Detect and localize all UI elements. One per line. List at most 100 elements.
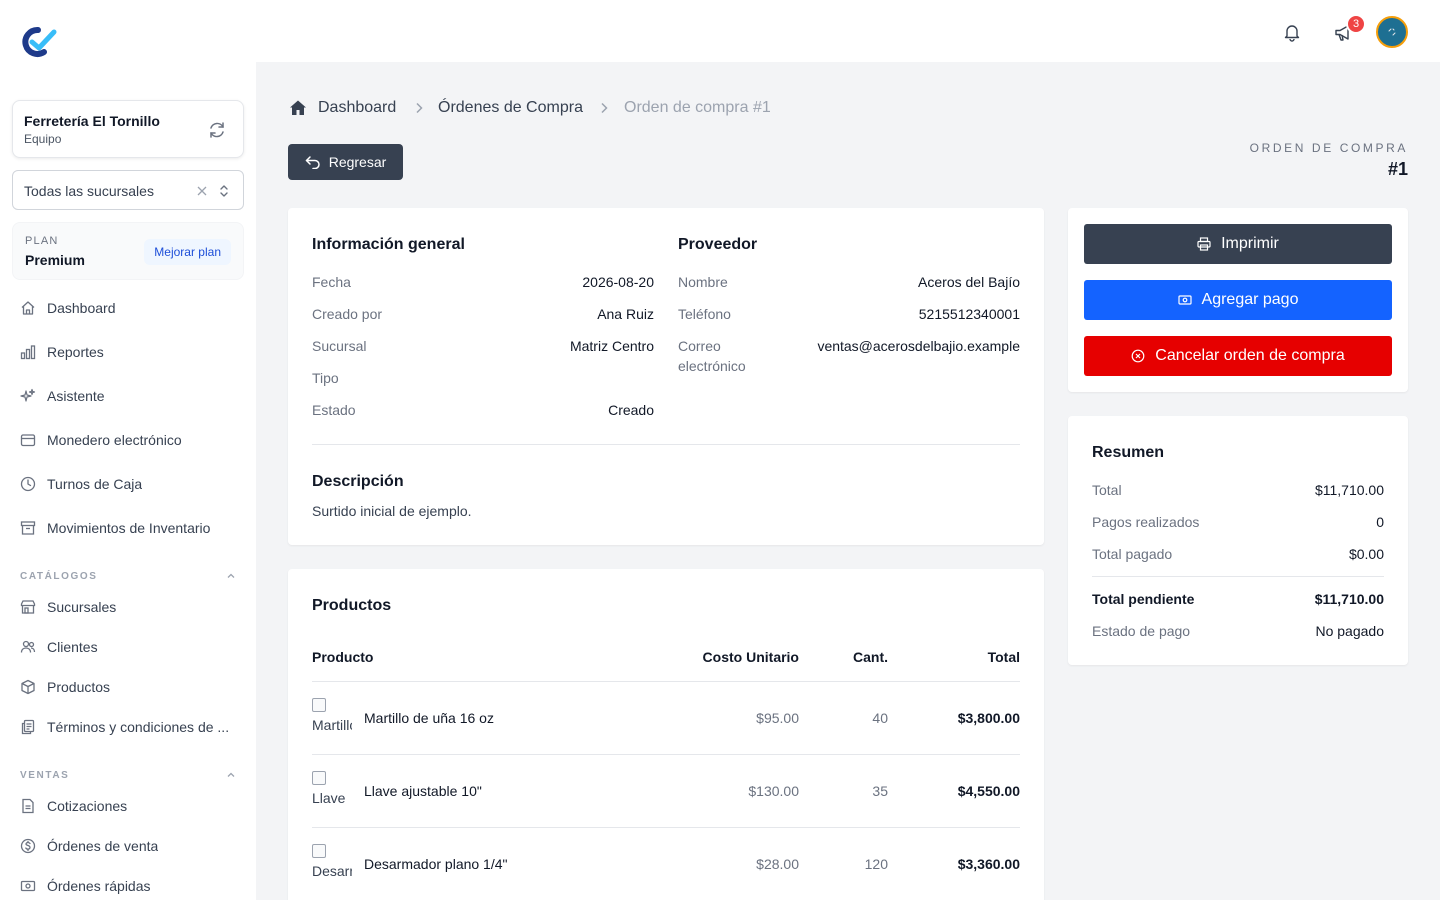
sidebar-item-label: Órdenes rápidas <box>47 878 151 894</box>
sidebar-item-cash-shifts[interactable]: Turnos de Caja <box>20 474 240 494</box>
chevron-right-icon <box>414 102 424 114</box>
plan-name: Premium <box>25 252 85 268</box>
summary-label-pending: Total pendiente <box>1092 591 1195 607</box>
breadcrumb-dashboard[interactable]: Dashboard <box>318 99 397 116</box>
chevron-up-icon[interactable] <box>226 571 236 581</box>
chevron-up-down-icon[interactable] <box>217 183 231 199</box>
megaphone-icon[interactable] <box>1334 24 1354 42</box>
column-header-qty: Cant. <box>853 649 888 665</box>
sidebar-item-label: Cotizaciones <box>47 798 128 814</box>
sidebar-item-wallet[interactable]: Monedero electrónico <box>20 430 240 450</box>
summary-value-paid: $0.00 <box>1348 546 1384 562</box>
info-label-status: Estado <box>312 402 356 418</box>
divider <box>312 754 1020 755</box>
breadcrumb-current: Orden de compra #1 <box>624 99 771 116</box>
product-image-alt: Martillo <box>312 717 352 732</box>
chevron-right-icon <box>599 102 609 114</box>
summary-value-payments: 0 <box>1376 514 1384 530</box>
broken-image-icon <box>312 698 326 712</box>
description-text: Surtido inicial de ejemplo. <box>312 503 472 519</box>
sidebar-item-branches[interactable]: Sucursales <box>20 597 240 617</box>
chevron-up-icon[interactable] <box>226 770 236 780</box>
supplier-label-phone: Teléfono <box>678 306 731 322</box>
document-duplicate-icon <box>20 719 36 735</box>
divider <box>312 827 1020 828</box>
sidebar-item-quotes[interactable]: Cotizaciones <box>20 796 240 816</box>
info-label-created-by: Creado por <box>312 306 383 322</box>
info-label-date: Fecha <box>312 274 351 290</box>
sidebar-item-label: Términos y condiciones de ... <box>47 719 230 735</box>
sidebar-section-sales[interactable]: VENTAS <box>20 768 236 782</box>
upgrade-plan-button[interactable]: Mejorar plan <box>144 239 231 265</box>
info-label-type: Tipo <box>312 370 339 386</box>
product-total: $3,800.00 <box>957 710 1020 726</box>
actions-card: Imprimir Agregar pago Cancelar orden de … <box>1068 208 1408 392</box>
sidebar-item-terms[interactable]: Términos y condiciones de ... <box>20 717 240 737</box>
sidebar-item-inventory-movements[interactable]: Movimientos de Inventario <box>20 518 240 538</box>
sidebar-item-products[interactable]: Productos <box>20 677 240 697</box>
sidebar-item-clients[interactable]: Clientes <box>20 637 240 657</box>
info-label-branch: Sucursal <box>312 338 367 354</box>
sidebar-section-catalogs[interactable]: CATÁLOGOS <box>20 569 236 583</box>
back-button[interactable]: Regresar <box>288 144 403 180</box>
product-unit-cost: $130.00 <box>748 783 799 799</box>
sidebar-item-label: Turnos de Caja <box>47 476 143 492</box>
add-payment-button-label: Agregar pago <box>1201 291 1299 308</box>
supplier-label-email: Correo electrónico <box>678 338 746 374</box>
avatar[interactable] <box>1376 16 1408 48</box>
supplier-value-name: Aceros del Bajío <box>918 274 1020 290</box>
broken-image-icon <box>312 771 326 785</box>
supplier-value-phone: 5215512340001 <box>918 306 1020 322</box>
product-qty: 120 <box>864 856 888 872</box>
product-unit-cost: $28.00 <box>756 856 799 872</box>
product-image: Desarmador <box>312 844 352 878</box>
sidebar-item-label: Dashboard <box>47 300 116 316</box>
team-switcher[interactable]: Ferretería El Tornillo Equipo <box>12 100 244 158</box>
team-name: Ferretería El Tornillo <box>24 113 160 129</box>
app-logo-icon[interactable] <box>20 26 58 58</box>
branch-select-value: Todas las sucursales <box>24 183 154 199</box>
summary-card <box>1068 416 1408 665</box>
bell-icon[interactable] <box>1282 22 1302 42</box>
divider <box>312 444 1020 445</box>
sidebar-item-assistant[interactable]: Asistente <box>20 386 240 406</box>
products-card <box>288 569 1044 900</box>
summary-label-payment-status: Estado de pago <box>1092 623 1191 639</box>
divider <box>312 681 1020 682</box>
general-info-title: Información general <box>312 236 465 253</box>
supplier-value-email: ventas@acerosdelbajio.example <box>817 338 1020 354</box>
order-number: #1 <box>1387 159 1408 179</box>
broken-image-icon <box>312 844 326 858</box>
supplier-title: Proveedor <box>678 236 758 253</box>
product-total: $4,550.00 <box>957 783 1020 799</box>
back-button-label: Regresar <box>328 154 387 170</box>
cancel-order-button[interactable]: Cancelar orden de compra <box>1084 336 1392 376</box>
arrow-uturn-left-icon <box>305 156 320 169</box>
users-icon <box>20 639 36 655</box>
info-value-status: Creado <box>608 402 654 418</box>
breadcrumb-purchase-orders[interactable]: Órdenes de Compra <box>438 99 583 116</box>
column-header-total: Total <box>987 649 1020 665</box>
supplier-label-name: Nombre <box>678 274 728 290</box>
dollar-circle-icon <box>20 838 36 854</box>
sidebar-item-label: Clientes <box>47 639 98 655</box>
order-info-card <box>288 208 1044 545</box>
summary-label-payments: Pagos realizados <box>1092 514 1200 530</box>
sidebar-item-quick-orders[interactable]: Órdenes rápidas <box>20 876 240 896</box>
cancel-order-button-label: Cancelar orden de compra <box>1155 347 1345 364</box>
close-icon[interactable] <box>195 184 209 198</box>
branch-select[interactable]: Todas las sucursales <box>12 170 244 210</box>
refresh-icon[interactable] <box>207 120 227 140</box>
sidebar-item-sales-orders[interactable]: Órdenes de venta <box>20 836 240 856</box>
product-name: Llave ajustable 10" <box>364 783 482 799</box>
sidebar-item-reports[interactable]: Reportes <box>20 342 240 362</box>
cube-icon <box>20 679 36 695</box>
print-button[interactable]: Imprimir <box>1084 224 1392 264</box>
topbar <box>256 0 1440 62</box>
product-image: Llave <box>312 771 352 805</box>
storefront-icon <box>20 599 36 615</box>
sidebar-item-dashboard[interactable]: Dashboard <box>20 298 240 318</box>
add-payment-button[interactable]: Agregar pago <box>1084 280 1392 320</box>
home-icon[interactable] <box>289 99 307 117</box>
summary-value-pending: $11,710.00 <box>1314 591 1384 607</box>
